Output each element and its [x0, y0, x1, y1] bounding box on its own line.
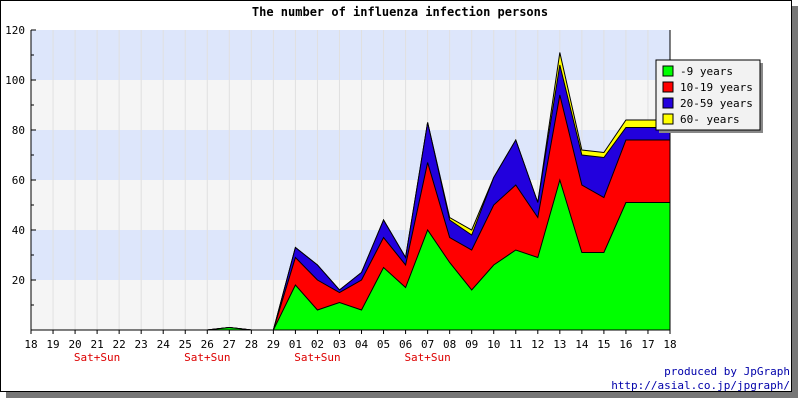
x-tick-label: 16: [619, 338, 632, 351]
x-tick-label: 03: [333, 338, 346, 351]
legend-label-60-years: 60- years: [680, 113, 740, 126]
y-tick-label: 80: [12, 124, 25, 137]
x-tick-label: 25: [179, 338, 192, 351]
frame-shadow-bottom: [6, 392, 798, 398]
chart-title: The number of influenza infection person…: [252, 5, 548, 19]
legend: -9 years 10-19 years 20-59 years 60- years: [655, 59, 763, 133]
y-tick-label: 20: [12, 274, 25, 287]
x-tick-label: 14: [575, 338, 589, 351]
credit-producer: produced by JpGraph: [664, 365, 790, 378]
x-tick-label: 17: [641, 338, 654, 351]
grid-band: [31, 30, 670, 80]
legend-swatch-9-years: [662, 65, 674, 77]
weekend-label: Sat+Sun: [294, 351, 340, 364]
x-tick-label: 18: [24, 338, 37, 351]
legend-swatch-10-19-years: [662, 81, 674, 93]
x-tick-label: 15: [597, 338, 610, 351]
weekend-label: Sat+Sun: [184, 351, 230, 364]
axes: [30, 29, 671, 334]
x-tick-label: 01: [289, 338, 302, 351]
x-tick-label: 22: [113, 338, 126, 351]
y-tick-label: 120: [5, 24, 25, 37]
x-tick-label: 11: [509, 338, 522, 351]
weekend-label: Sat+Sun: [74, 351, 120, 364]
x-tick-label: 18: [663, 338, 676, 351]
x-tick-label: 24: [157, 338, 171, 351]
x-tick-label: 05: [377, 338, 390, 351]
x-tick-label: 27: [223, 338, 236, 351]
legend-label-10-19-years: 10-19 years: [680, 81, 753, 94]
x-tick-label: 13: [553, 338, 566, 351]
x-tick-label: 10: [487, 338, 500, 351]
legend-swatch-60-years: [662, 113, 674, 125]
legend-label-9-years: -9 years: [680, 65, 733, 78]
y-tick-label: 100: [5, 74, 25, 87]
x-tick-label: 09: [465, 338, 478, 351]
credit-url[interactable]: http://asial.co.jp/jpgraph/: [611, 379, 790, 392]
x-tick-label: 20: [68, 338, 81, 351]
x-tick-label: 21: [90, 338, 103, 351]
x-tick-label: 29: [267, 338, 280, 351]
x-tick-label: 08: [443, 338, 456, 351]
frame-shadow-right: [792, 6, 798, 398]
x-tick-label: 04: [355, 338, 369, 351]
y-tick-label: 60: [12, 174, 25, 187]
x-tick-label: 23: [135, 338, 148, 351]
x-tick-label: 28: [245, 338, 258, 351]
x-tick-label: 12: [531, 338, 544, 351]
legend-label-20-59-years: 20-59 years: [680, 97, 753, 110]
y-tick-label: 40: [12, 224, 25, 237]
x-tick-label: 07: [421, 338, 434, 351]
x-tick-label: 06: [399, 338, 412, 351]
x-tick-label: 19: [46, 338, 59, 351]
x-tick-label: 02: [311, 338, 324, 351]
legend-swatch-20-59-years: [662, 97, 674, 109]
y-tick-labels: 20 40 60 80 100 120: [5, 24, 25, 287]
x-tick-label: 26: [201, 338, 214, 351]
x-tick-labels: 18 19 20 21 22 23 24 25 26 27 28 29 01 02 03 04 05 06 07 08…: [24, 338, 676, 364]
weekend-label: Sat+Sun: [404, 351, 450, 364]
